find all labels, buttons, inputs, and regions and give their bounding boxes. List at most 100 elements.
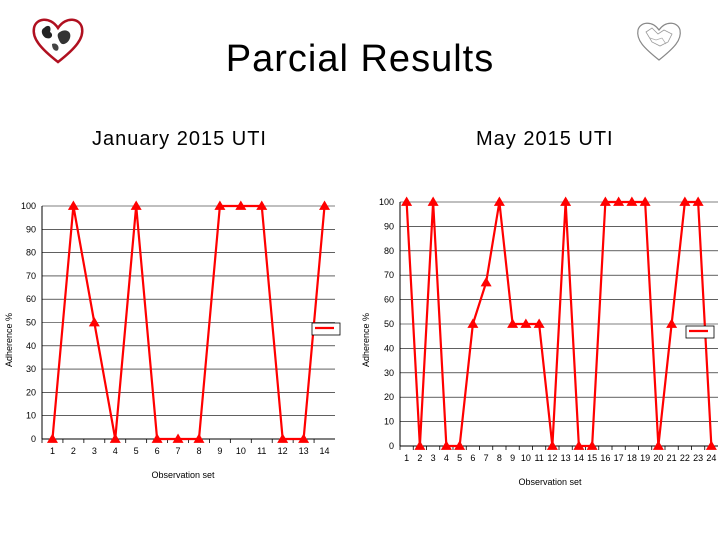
chart-title-right: May 2015 UTI: [476, 128, 614, 150]
x-tick-right-15: 16: [600, 453, 610, 463]
y-tick-left-6: 60: [26, 294, 36, 304]
x-tick-left-5: 6: [155, 446, 160, 456]
chart-title-left: January 2015 UTI: [92, 128, 267, 150]
x-tick-right-0: 1: [404, 453, 409, 463]
x-tick-right-17: 18: [627, 453, 637, 463]
point-left-0-11: [277, 433, 289, 443]
x-tick-left-2: 3: [92, 446, 97, 456]
y-tick-right-1: 10: [384, 417, 394, 427]
y-tick-left-5: 50: [26, 318, 36, 328]
point-right-0-13: [573, 440, 585, 450]
point-right-0-21: [679, 196, 691, 206]
point-right-0-11: [546, 440, 558, 450]
point-left-0-13: [319, 200, 331, 210]
x-tick-left-13: 14: [320, 446, 330, 456]
point-right-0-17: [626, 196, 638, 206]
x-tick-left-0: 1: [50, 446, 55, 456]
point-left-0-3: [109, 433, 121, 443]
y-tick-left-0: 0: [31, 434, 36, 444]
y-tick-left-1: 10: [26, 411, 36, 421]
x-tick-right-13: 14: [574, 453, 584, 463]
x-tick-right-22: 23: [693, 453, 703, 463]
point-right-0-0: [401, 196, 413, 206]
y-tick-right-7: 70: [384, 270, 394, 280]
series-line-left-0: [51, 204, 326, 441]
page-title: Parcial Results: [225, 38, 495, 80]
x-tick-right-23: 24: [706, 453, 716, 463]
point-right-0-22: [692, 196, 704, 206]
y-axis-label-left: Adherence %: [4, 313, 14, 367]
point-left-0-9: [235, 200, 247, 210]
point-right-0-16: [613, 196, 625, 206]
point-right-0-2: [427, 196, 439, 206]
x-tick-left-4: 5: [134, 446, 139, 456]
point-right-0-10: [533, 318, 545, 328]
x-tick-left-12: 13: [299, 446, 309, 456]
point-left-0-10: [256, 200, 268, 210]
x-axis-label-right: Observation set: [518, 477, 582, 487]
x-tick-right-19: 20: [653, 453, 663, 463]
x-tick-right-10: 11: [534, 453, 543, 463]
y-tick-right-3: 30: [384, 368, 394, 378]
point-right-0-15: [599, 196, 611, 206]
point-right-0-23: [705, 440, 717, 450]
x-tick-left-3: 4: [113, 446, 118, 456]
point-right-0-9: [520, 318, 532, 328]
y-tick-left-9: 90: [26, 224, 36, 234]
y-tick-left-2: 20: [26, 387, 36, 397]
point-right-0-4: [454, 440, 466, 450]
y-tick-left-4: 40: [26, 341, 36, 351]
point-left-0-2: [88, 317, 100, 327]
point-left-0-1: [67, 200, 79, 210]
point-right-0-6: [480, 277, 492, 287]
heart-map-icon: [632, 16, 686, 66]
point-right-0-3: [440, 440, 452, 450]
point-left-0-4: [130, 200, 142, 210]
heart-globe-icon: [32, 18, 84, 64]
x-tick-right-3: 4: [444, 453, 449, 463]
x-tick-left-8: 9: [217, 446, 222, 456]
point-left-0-5: [151, 433, 163, 443]
y-tick-left-8: 80: [26, 248, 36, 258]
y-axis-label-right: Adherence %: [361, 313, 371, 367]
point-left-0-12: [298, 433, 310, 443]
point-left-0-0: [46, 433, 58, 443]
x-tick-right-14: 15: [587, 453, 597, 463]
point-right-0-7: [493, 196, 505, 206]
y-tick-left-7: 70: [26, 271, 36, 281]
x-tick-left-6: 7: [176, 446, 181, 456]
point-right-0-5: [467, 318, 479, 328]
x-tick-right-12: 13: [561, 453, 571, 463]
y-tick-left-3: 30: [26, 364, 36, 374]
y-tick-right-2: 20: [384, 392, 394, 402]
point-left-0-6: [172, 433, 184, 443]
x-tick-right-20: 21: [667, 453, 677, 463]
x-tick-right-5: 6: [470, 453, 475, 463]
y-tick-right-10: 100: [379, 197, 394, 207]
point-right-0-8: [507, 318, 519, 328]
point-right-0-14: [586, 440, 598, 450]
x-tick-right-1: 2: [417, 453, 422, 463]
x-tick-right-6: 7: [484, 453, 489, 463]
point-left-0-7: [193, 433, 205, 443]
x-axis-label-left: Observation set: [151, 470, 215, 480]
x-tick-right-4: 5: [457, 453, 462, 463]
y-tick-right-5: 50: [384, 319, 394, 329]
x-tick-left-11: 12: [278, 446, 288, 456]
x-tick-right-2: 3: [431, 453, 436, 463]
x-tick-left-7: 8: [196, 446, 201, 456]
y-tick-right-8: 80: [384, 246, 394, 256]
x-tick-right-16: 17: [614, 453, 624, 463]
x-tick-right-9: 10: [521, 453, 531, 463]
x-tick-right-11: 12: [547, 453, 557, 463]
y-tick-right-9: 90: [384, 221, 394, 231]
x-tick-left-9: 10: [236, 446, 246, 456]
x-tick-right-18: 19: [640, 453, 650, 463]
point-right-0-20: [666, 318, 678, 328]
x-tick-left-1: 2: [71, 446, 76, 456]
y-tick-right-4: 40: [384, 343, 394, 353]
point-right-0-19: [652, 440, 664, 450]
